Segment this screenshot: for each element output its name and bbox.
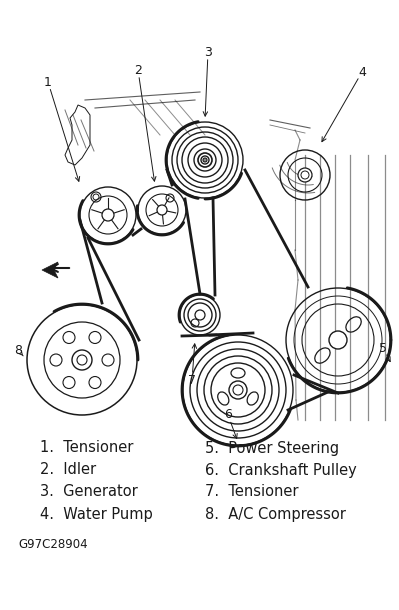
Text: G97C28904: G97C28904 xyxy=(18,539,88,551)
Circle shape xyxy=(102,209,114,221)
Circle shape xyxy=(157,205,167,215)
Text: 3: 3 xyxy=(204,46,212,59)
Circle shape xyxy=(229,381,247,399)
Text: 6: 6 xyxy=(224,409,232,422)
Circle shape xyxy=(203,158,207,162)
Text: 6.  Crankshaft Pulley: 6. Crankshaft Pulley xyxy=(205,462,357,478)
Text: 2.  Idler: 2. Idler xyxy=(40,462,96,478)
Text: 1: 1 xyxy=(44,76,52,88)
Text: 5.  Power Steering: 5. Power Steering xyxy=(205,440,339,456)
Text: 4.  Water Pump: 4. Water Pump xyxy=(40,506,153,522)
Text: 8.  A/C Compressor: 8. A/C Compressor xyxy=(205,506,346,522)
Text: 4: 4 xyxy=(358,65,366,79)
Text: 1.  Tensioner: 1. Tensioner xyxy=(40,440,133,456)
Text: 2: 2 xyxy=(134,63,142,76)
Text: 3.  Generator: 3. Generator xyxy=(40,484,138,500)
Circle shape xyxy=(72,350,92,370)
Text: 7: 7 xyxy=(188,373,196,387)
Text: 8: 8 xyxy=(14,343,22,356)
Polygon shape xyxy=(42,262,58,278)
Circle shape xyxy=(195,310,205,320)
Circle shape xyxy=(329,331,347,349)
Text: 7.  Tensioner: 7. Tensioner xyxy=(205,484,298,500)
Text: 5: 5 xyxy=(379,342,387,354)
Circle shape xyxy=(198,153,212,167)
Circle shape xyxy=(298,168,312,182)
